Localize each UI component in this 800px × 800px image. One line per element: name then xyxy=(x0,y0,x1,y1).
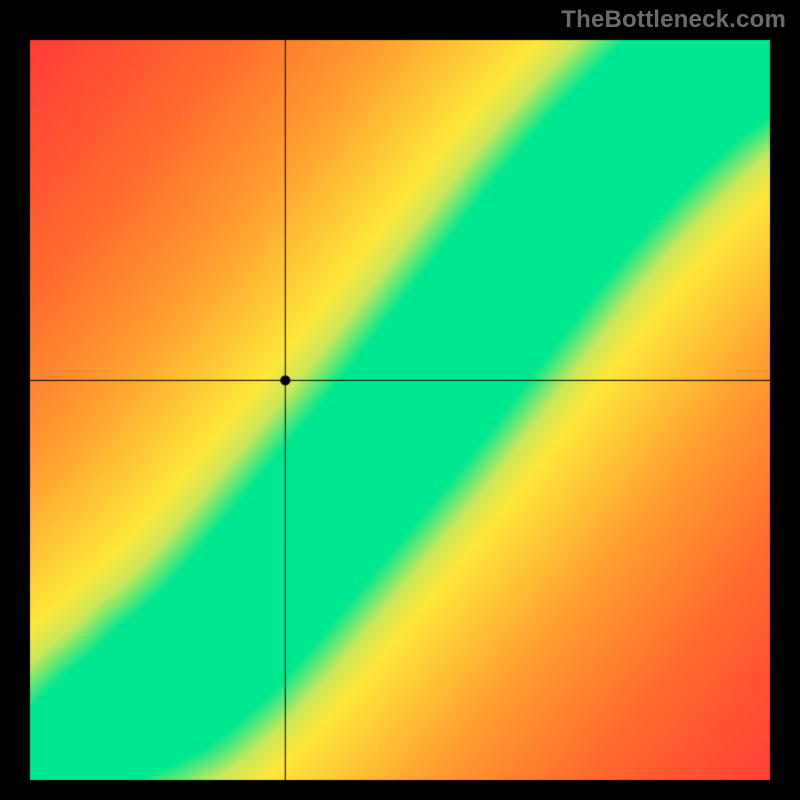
chart-root: TheBottleneck.com xyxy=(0,0,800,800)
heatmap-canvas xyxy=(0,0,800,800)
watermark-text: TheBottleneck.com xyxy=(561,6,786,34)
